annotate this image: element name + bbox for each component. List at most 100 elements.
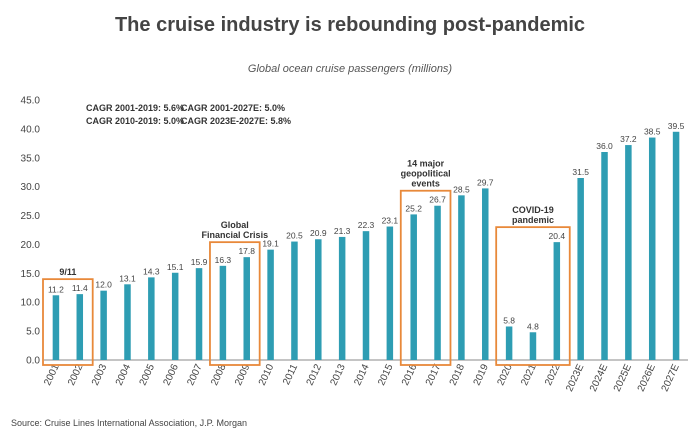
value-label: 29.7	[477, 177, 494, 187]
bar	[315, 239, 322, 360]
x-tick-label: 2006	[162, 362, 182, 387]
x-tick-label: 2014	[352, 362, 372, 387]
bar	[648, 137, 656, 360]
x-tick-label: 2004	[114, 362, 134, 387]
highlight-label: geopolitical	[401, 169, 451, 179]
x-tick-label: 2016	[400, 362, 420, 387]
value-label: 31.5	[572, 167, 589, 177]
bar	[410, 214, 417, 360]
source-note: Source: Cruise Lines International Assoc…	[11, 418, 247, 428]
value-label: 22.3	[358, 220, 375, 230]
highlight-label: 9/11	[59, 267, 76, 277]
highlight-label: pandemic	[512, 215, 554, 225]
value-label: 16.3	[215, 255, 232, 265]
bar	[195, 268, 203, 360]
x-tick-label: 2008	[209, 362, 229, 387]
bar	[171, 272, 179, 360]
value-label: 23.1	[382, 216, 399, 226]
bar	[100, 290, 107, 360]
x-tick-label: 2021	[519, 362, 539, 387]
x-tick-label: 2022	[543, 362, 563, 387]
value-label: 38.5	[644, 127, 661, 137]
x-tick-label: 2017	[424, 362, 444, 387]
x-tick-label: 2007	[185, 362, 205, 387]
value-label: 15.9	[191, 257, 208, 267]
y-tick-label: 25.0	[21, 211, 41, 222]
value-label: 11.2	[48, 284, 64, 294]
x-tick-label: 2001	[42, 362, 62, 387]
bar	[124, 284, 131, 360]
x-tick-label: 2002	[66, 362, 86, 387]
x-tick-label: 2009	[233, 362, 253, 387]
x-tick-label: 2015	[376, 362, 396, 387]
highlight-label: 14 major	[407, 159, 445, 169]
y-tick-label: 45.0	[21, 96, 41, 107]
value-label: 11.4	[72, 283, 88, 293]
bar	[267, 249, 274, 360]
bar	[458, 195, 465, 360]
bar	[219, 265, 227, 360]
bar	[601, 152, 608, 360]
bar	[529, 332, 537, 360]
value-label: 21.3	[334, 226, 351, 236]
value-label: 37.2	[620, 134, 637, 144]
value-label: 20.4	[549, 231, 566, 241]
highlight-label: COVID-19	[512, 205, 554, 215]
value-label: 36.0	[596, 141, 613, 151]
bar	[386, 226, 394, 360]
highlight-label: Global	[221, 220, 249, 230]
bar	[672, 131, 680, 360]
value-label: 39.5	[668, 121, 685, 131]
value-label: 4.8	[527, 321, 539, 331]
y-tick-label: 30.0	[21, 182, 41, 193]
x-tick-label: 2027E	[660, 362, 682, 393]
bar	[553, 242, 561, 360]
y-tick-label: 15.0	[21, 269, 41, 280]
value-label: 26.7	[429, 195, 446, 205]
value-label: 5.8	[503, 315, 515, 325]
bar	[148, 277, 155, 360]
highlight-box	[399, 189, 452, 366]
x-tick-label: 2024E	[588, 362, 610, 393]
highlight-box	[42, 278, 94, 366]
cagr-note: CAGR 2001-2027E: 5.0%	[181, 103, 285, 113]
cagr-note: CAGR 2023E-2027E: 5.8%	[181, 116, 291, 126]
bar	[52, 295, 60, 360]
x-tick-label: 2011	[281, 362, 300, 387]
value-label: 19.1	[262, 239, 279, 249]
value-label: 28.5	[453, 184, 470, 194]
bar	[243, 257, 250, 360]
y-tick-label: 35.0	[21, 153, 41, 164]
bar	[291, 241, 298, 360]
y-tick-label: 20.0	[21, 240, 41, 251]
bar	[338, 236, 346, 360]
bar	[482, 188, 489, 360]
value-label: 14.3	[143, 266, 160, 276]
y-tick-label: 0.0	[26, 356, 40, 367]
value-label: 15.1	[167, 262, 184, 272]
value-label: 20.9	[310, 228, 327, 238]
bar	[505, 326, 513, 360]
value-label: 17.8	[238, 246, 255, 256]
x-tick-label: 2026E	[636, 362, 658, 393]
highlight-box	[209, 241, 261, 366]
value-label: 25.2	[405, 203, 422, 213]
highlight-label: Financial Crisis	[202, 230, 269, 240]
x-tick-label: 2018	[448, 362, 468, 387]
x-tick-label: 2023E	[564, 362, 586, 393]
y-tick-label: 5.0	[26, 327, 40, 338]
x-tick-label: 2010	[257, 362, 277, 387]
bar	[76, 294, 84, 360]
x-tick-label: 2025E	[612, 362, 634, 393]
x-tick-label: 2005	[138, 362, 158, 387]
bar	[362, 231, 370, 360]
value-label: 13.1	[119, 273, 136, 283]
chart-title: The cruise industry is rebounding post-p…	[114, 14, 586, 36]
x-tick-label: 2019	[472, 362, 492, 387]
y-tick-label: 40.0	[21, 124, 41, 135]
x-tick-label: 2012	[305, 362, 325, 387]
bar	[625, 145, 632, 360]
value-label: 20.5	[286, 231, 303, 241]
x-tick-label: 2013	[328, 362, 348, 387]
